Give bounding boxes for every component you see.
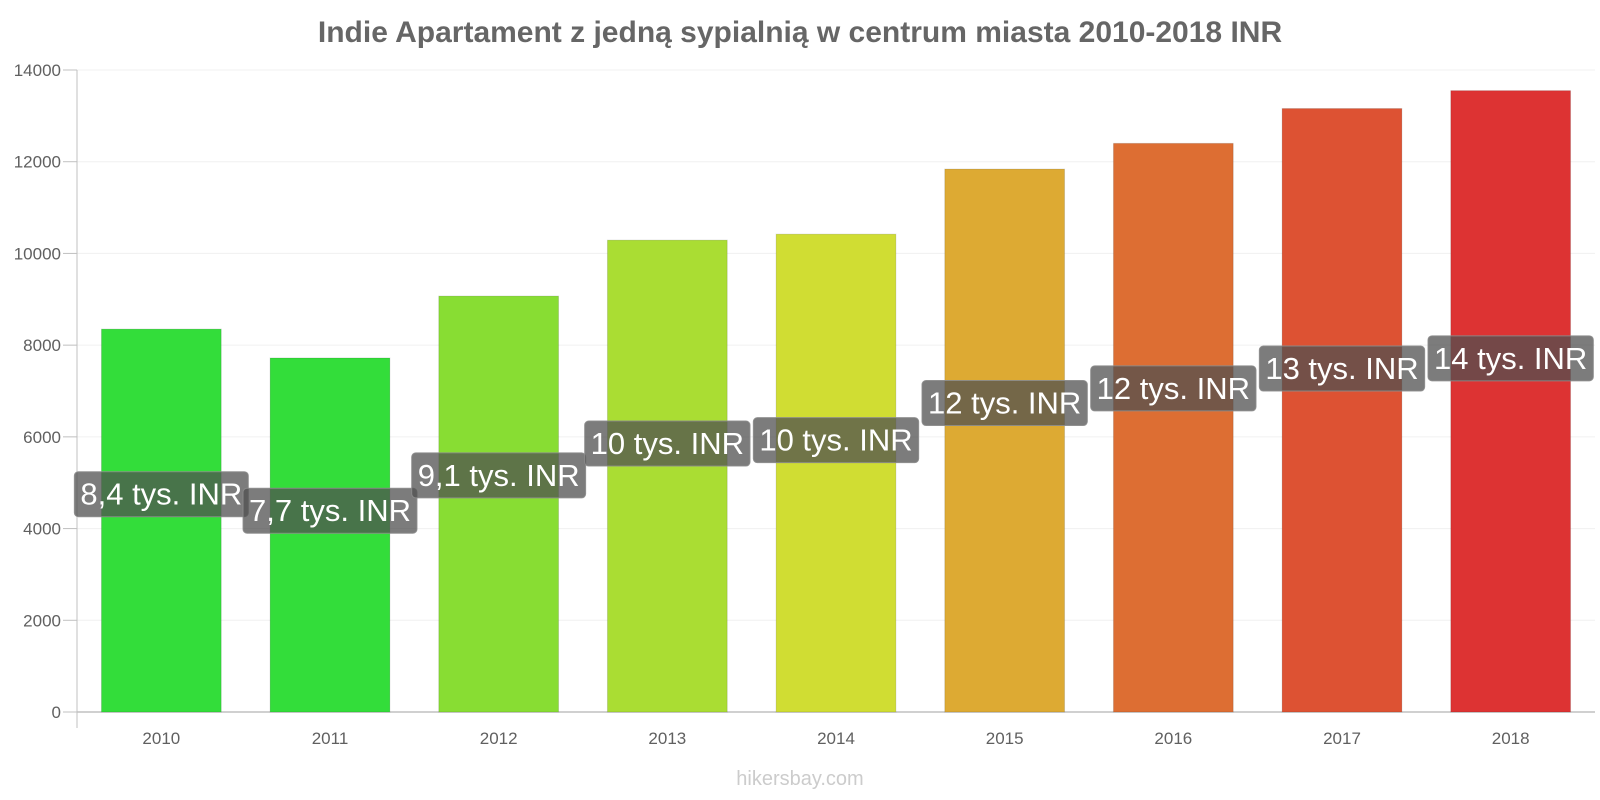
data-label-text: 12 tys. INR [1097, 371, 1250, 406]
y-tick-label: 4000 [23, 520, 61, 539]
y-tick-label: 6000 [23, 428, 61, 447]
watermark: hikersbay.com [736, 768, 864, 790]
bar-2016 [1112, 142, 1234, 713]
x-tick-label: 2011 [312, 729, 349, 748]
data-label-box [242, 487, 418, 534]
bar-2018 [1450, 90, 1572, 713]
bar-2011 [269, 357, 391, 713]
bar-2013 [606, 239, 728, 713]
data-label-text: 10 tys. INR [591, 426, 744, 461]
data-label-box [752, 417, 920, 464]
data-label: 7,7 tys. INR [242, 487, 418, 534]
x-tick-label: 2015 [986, 729, 1024, 748]
y-tick-label: 14000 [14, 61, 61, 80]
data-label: 13 tys. INR [1258, 345, 1426, 392]
y-tick-label: 0 [52, 703, 61, 722]
data-label: 10 tys. INR [752, 417, 920, 464]
data-label-box [1427, 335, 1594, 382]
x-tick-label: 2018 [1492, 729, 1530, 748]
bar-2010 [100, 328, 222, 713]
data-label: 12 tys. INR [921, 380, 1088, 427]
bar-2012 [438, 295, 560, 713]
y-tick-label: 8000 [23, 336, 61, 355]
chart-title: Indie Apartament z jedną sypialnią w cen… [317, 16, 1283, 49]
x-tick-label: 2014 [817, 729, 855, 748]
data-label-text: 14 tys. INR [1434, 341, 1587, 376]
data-label-box [1258, 345, 1426, 392]
y-tick-label: 12000 [14, 153, 61, 172]
x-tick-label: 2010 [142, 729, 180, 748]
data-label: 10 tys. INR [584, 420, 751, 467]
data-label: 12 tys. INR [1090, 365, 1257, 412]
data-label: 9,1 tys. INR [411, 452, 587, 499]
x-tick-label: 2016 [1154, 729, 1192, 748]
bar-2017 [1281, 108, 1403, 713]
data-label-box [921, 380, 1088, 427]
data-label-text: 10 tys. INR [759, 423, 912, 458]
x-tick-label: 2017 [1323, 729, 1361, 748]
data-label-text: 7,7 tys. INR [249, 493, 411, 528]
data-label-text: 8,4 tys. INR [80, 477, 242, 512]
x-tick-label: 2013 [648, 729, 686, 748]
data-label-box [584, 420, 751, 467]
axes: 0 2000 4000 6000 8000 10000 12000 14000 2010 2011… [14, 61, 1595, 748]
data-label: 14 tys. INR [1427, 335, 1594, 382]
data-label-box [411, 452, 587, 499]
y-tick-label: 2000 [23, 611, 61, 630]
data-label: 8,4 tys. INR [73, 471, 249, 518]
data-label-text: 13 tys. INR [1265, 351, 1418, 386]
bar-2015 [944, 168, 1066, 713]
x-tick-label: 2012 [480, 729, 518, 748]
data-label-text: 9,1 tys. INR [418, 458, 580, 493]
y-tick-label: 10000 [14, 244, 61, 263]
bars [100, 90, 1572, 713]
data-label-text: 12 tys. INR [928, 386, 1081, 421]
bar-2014 [775, 233, 897, 713]
data-label-box [1090, 365, 1257, 412]
